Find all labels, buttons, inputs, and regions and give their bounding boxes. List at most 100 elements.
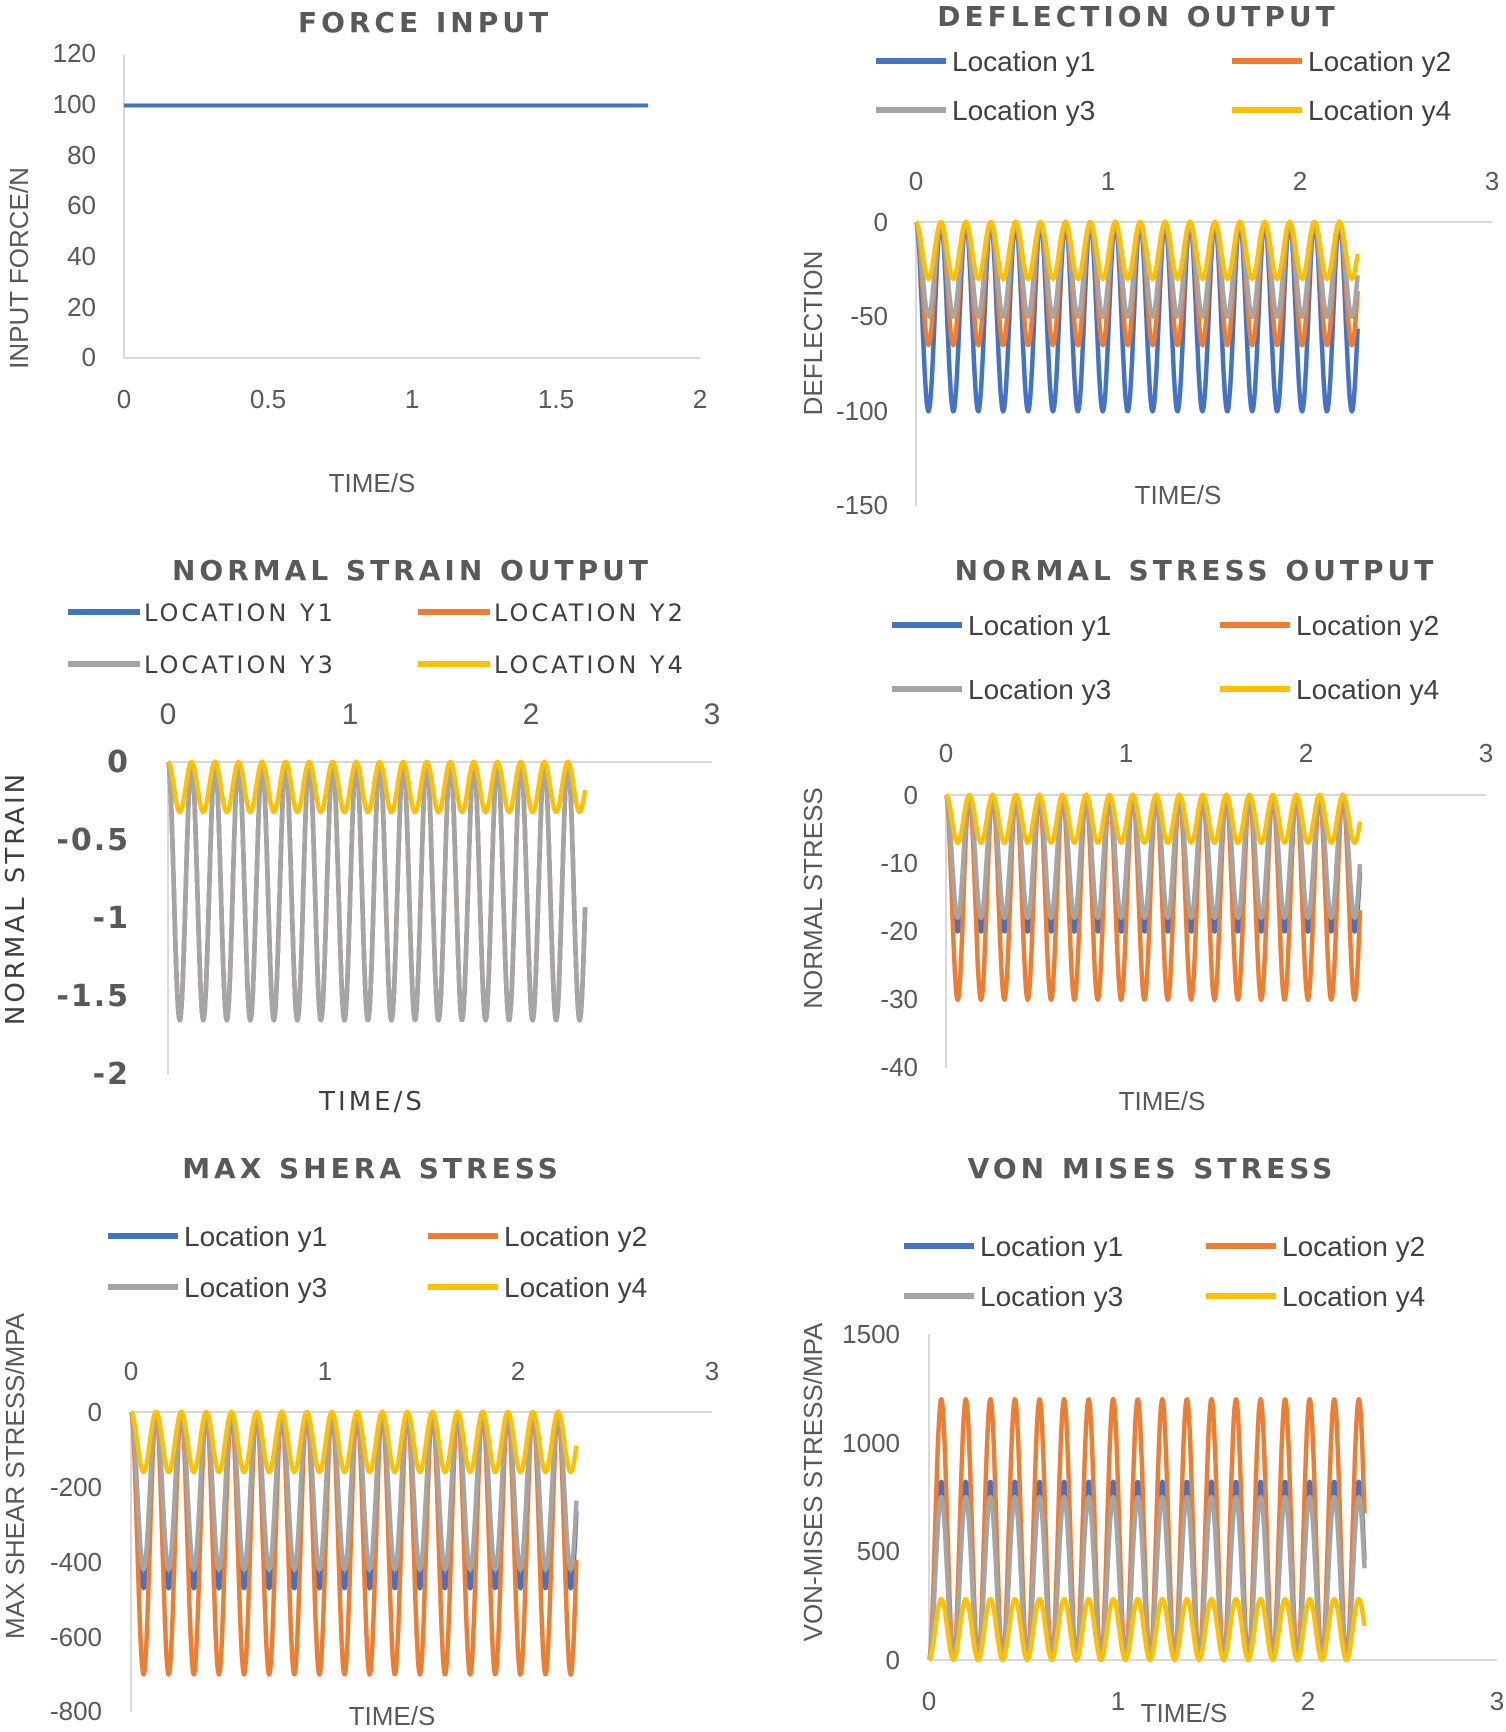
- deflection-legend: Location y1 Location y2 Location y3 Loca…: [876, 46, 1451, 126]
- deflection-xtick: 0: [909, 166, 923, 196]
- vonmises-xlabel: TIME/S: [1141, 1698, 1228, 1728]
- deflection-series-4: [914, 219, 1360, 282]
- deflection-chart: DEFLECTION OUTPUT Location y1 Location y…: [798, 0, 1499, 520]
- shear-chart: MAX SHERA STRESS Location y1 Location y2…: [0, 1152, 719, 1731]
- strain-legend-y1: LOCATION Y1: [144, 599, 336, 627]
- stress-ytick: -40: [880, 1052, 918, 1082]
- stress-ytick: -30: [880, 984, 918, 1014]
- vonmises-xtick: 1: [1111, 1686, 1125, 1716]
- vonmises-xtick: 2: [1301, 1686, 1315, 1716]
- shear-title: MAX SHERA STRESS: [182, 1152, 562, 1185]
- shear-legend-y1: Location y1: [184, 1221, 327, 1252]
- stress-legend-y4: Location y4: [1296, 674, 1439, 705]
- vonmises-legend-y4: Location y4: [1282, 1281, 1425, 1312]
- stress-xtick: 3: [1479, 738, 1493, 768]
- deflection-legend-y2: Location y2: [1308, 46, 1451, 77]
- deflection-legend-y4: Location y4: [1308, 95, 1451, 126]
- force-ylabel: INPUT FORCE/N: [4, 167, 34, 369]
- vonmises-ylabel: VON-MISES STRESS/MPA: [798, 1322, 828, 1641]
- shear-ytick: -600: [50, 1622, 102, 1652]
- force-xlabel: TIME/S: [329, 468, 416, 498]
- force-ytick: 0: [82, 342, 96, 372]
- vonmises-xtick: 3: [1490, 1686, 1504, 1716]
- deflection-xtick: 1: [1101, 166, 1115, 196]
- vonmises-x-ticks: 0 1 2 3: [922, 1686, 1504, 1716]
- strain-legend-y4: LOCATION Y4: [494, 651, 686, 679]
- stress-x-ticks: 0 1 2 3: [939, 738, 1493, 768]
- strain-plot-area: [165, 759, 588, 1023]
- force-xtick: 2: [693, 384, 707, 414]
- vonmises-series-4: [927, 1596, 1367, 1663]
- stress-legend-y2: Location y2: [1296, 610, 1439, 641]
- force-xtick: 1: [405, 384, 419, 414]
- deflection-xtick: 2: [1293, 166, 1307, 196]
- stress-xtick: 1: [1119, 738, 1133, 768]
- deflection-x-ticks: 0 1 2 3: [909, 166, 1499, 196]
- strain-title: NORMAL STRAIN OUTPUT: [172, 554, 652, 587]
- shear-xtick: 3: [705, 1356, 719, 1386]
- vonmises-y-ticks: 1500 1000 500 0: [842, 1319, 900, 1675]
- vonmises-ytick: 1000: [842, 1428, 900, 1458]
- shear-ytick: -200: [50, 1472, 102, 1502]
- shear-xlabel: TIME/S: [349, 1701, 436, 1731]
- shear-ylabel: MAX SHEAR STRESS/MPA: [0, 1312, 30, 1639]
- deflection-ytick: -100: [836, 396, 888, 426]
- shear-legend-y3: Location y3: [184, 1272, 327, 1303]
- stress-legend-y1: Location y1: [968, 610, 1111, 641]
- vonmises-legend-y2: Location y2: [1282, 1231, 1425, 1262]
- strain-ylabel: NORMAL STRAIN: [1, 771, 31, 1025]
- stress-xtick: 2: [1299, 738, 1313, 768]
- shear-plot-area: [128, 1409, 579, 1677]
- force-xtick: 1.5: [538, 384, 574, 414]
- force-xtick: 0.5: [250, 384, 286, 414]
- strain-series-4: [166, 759, 588, 815]
- shear-ytick: -800: [50, 1696, 102, 1726]
- vonmises-legend-y3: Location y3: [980, 1281, 1123, 1312]
- stress-legend-y3: Location y3: [968, 674, 1111, 705]
- force-chart: FORCE INPUT 120 100 80 60 40 20 0 0 0.5 …: [4, 6, 707, 498]
- strain-xtick: 2: [523, 698, 540, 731]
- stress-series-4: [944, 792, 1363, 846]
- strain-y-ticks: 0 -0.5 -1 -1.5 -2: [56, 745, 130, 1092]
- deflection-title: DEFLECTION OUTPUT: [937, 0, 1339, 33]
- deflection-plot-area: [913, 219, 1360, 414]
- stress-title: NORMAL STRESS OUTPUT: [955, 554, 1438, 587]
- shear-legend: Location y1 Location y2 Location y3 Loca…: [108, 1221, 647, 1303]
- strain-xtick: 3: [704, 698, 721, 731]
- strain-xtick: 0: [160, 698, 177, 731]
- deflection-ylabel: DEFLECTION: [798, 251, 828, 416]
- force-x-ticks: 0 0.5 1 1.5 2: [117, 384, 707, 414]
- deflection-ytick: 0: [874, 207, 888, 237]
- vonmises-ytick: 1500: [842, 1319, 900, 1349]
- strain-chart: NORMAL STRAIN OUTPUT LOCATION Y1 LOCATIO…: [1, 554, 720, 1117]
- strain-xtick: 1: [342, 698, 359, 731]
- strain-ytick: -1: [93, 901, 130, 936]
- vonmises-chart: VON MISES STRESS Location y1 Location y2…: [798, 1152, 1504, 1728]
- vonmises-plot-area: [926, 1396, 1367, 1663]
- strain-legend-y2: LOCATION Y2: [494, 599, 686, 627]
- force-ytick: 100: [53, 89, 96, 119]
- stress-plot-area: [943, 792, 1363, 1002]
- strain-ytick: -1.5: [56, 979, 130, 1014]
- vonmises-ytick: 0: [886, 1645, 900, 1675]
- strain-x-ticks: 0 1 2 3: [160, 698, 721, 731]
- stress-xlabel: TIME/S: [1119, 1086, 1206, 1116]
- deflection-xlabel: TIME/S: [1135, 480, 1222, 510]
- shear-x-ticks: 0 1 2 3: [124, 1356, 719, 1386]
- shear-ytick: -400: [50, 1547, 102, 1577]
- shear-xtick: 2: [511, 1356, 525, 1386]
- force-ytick: 40: [67, 241, 96, 271]
- strain-xlabel: TIME/S: [318, 1087, 425, 1117]
- strain-ytick: -0.5: [56, 823, 130, 858]
- vonmises-legend: Location y1 Location y2 Location y3 Loca…: [904, 1231, 1425, 1312]
- deflection-xtick: 3: [1485, 166, 1499, 196]
- stress-legend: Location y1 Location y2 Location y3 Loca…: [892, 610, 1439, 705]
- force-ytick: 80: [67, 140, 96, 170]
- vonmises-legend-y1: Location y1: [980, 1231, 1123, 1262]
- vonmises-xtick: 0: [922, 1686, 936, 1716]
- stress-ytick: -10: [880, 848, 918, 878]
- shear-xtick: 1: [318, 1356, 332, 1386]
- stress-chart: NORMAL STRESS OUTPUT Location y1 Locatio…: [798, 554, 1493, 1116]
- vonmises-ytick: 500: [857, 1536, 900, 1566]
